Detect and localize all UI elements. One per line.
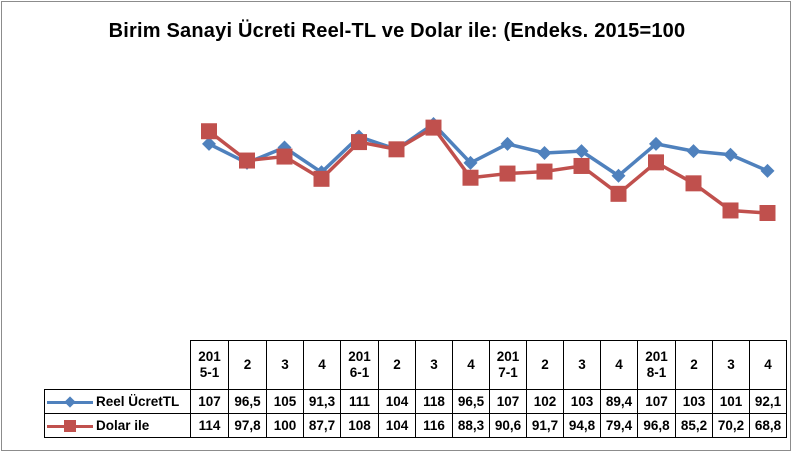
value-cell-reel: 102 bbox=[526, 389, 564, 414]
data-table: 201 5-1 2 3 4 201 6-1 2 3 4 201 7-1 2 3 4 201 8-1 2 3 4 Ree… bbox=[44, 340, 787, 438]
point-dolar-15 bbox=[722, 202, 739, 219]
value-cell-dolar: 90,6 bbox=[489, 413, 527, 438]
point-dolar-12 bbox=[610, 185, 627, 202]
value-cell-reel: 91,3 bbox=[303, 389, 341, 414]
category-label: 3 bbox=[563, 340, 601, 390]
value-cell-reel: 118 bbox=[415, 389, 453, 414]
value-cell-dolar: 114 bbox=[190, 413, 229, 438]
value-cell-dolar: 88,3 bbox=[452, 413, 490, 438]
legend-entry-dolar: Dolar ile bbox=[44, 413, 191, 438]
value-cell-reel: 104 bbox=[378, 389, 416, 414]
point-reel-1 bbox=[202, 136, 216, 151]
value-cell-reel: 103 bbox=[675, 389, 713, 414]
point-reel-13 bbox=[649, 136, 663, 151]
data-table-header-row: 201 5-1 2 3 4 201 6-1 2 3 4 201 7-1 2 3 4 201 8-1 2 3 4 bbox=[45, 340, 787, 390]
point-reel-10 bbox=[537, 145, 552, 160]
value-cell-reel: 107 bbox=[637, 389, 676, 414]
category-label: 2 bbox=[378, 340, 416, 390]
point-dolar-16 bbox=[759, 205, 776, 221]
point-reel-8 bbox=[463, 155, 478, 170]
value-cell-reel: 96,5 bbox=[228, 389, 267, 414]
point-dolar-11 bbox=[573, 157, 590, 174]
category-label: 201 7-1 bbox=[489, 340, 527, 390]
point-dolar-13 bbox=[648, 154, 664, 171]
category-label: 4 bbox=[452, 340, 490, 390]
point-dolar-4 bbox=[313, 170, 330, 187]
legend-key-dolar bbox=[47, 420, 93, 433]
category-label: 2 bbox=[675, 340, 713, 390]
data-row-reel: Reel ÜcretTL 107 96,5 105 91,3 111 104 118 96,5 1… bbox=[44, 389, 787, 414]
value-cell-dolar: 116 bbox=[415, 413, 453, 438]
point-reel-14 bbox=[686, 144, 701, 159]
point-dolar-5 bbox=[351, 134, 367, 151]
series-line-dolar bbox=[207, 125, 768, 215]
point-dolar-1 bbox=[201, 123, 217, 140]
point-dolar-2 bbox=[239, 152, 255, 169]
category-label: 2 bbox=[228, 340, 267, 390]
category-label: 4 bbox=[600, 340, 638, 390]
chart-title: Birim Sanayi Ücreti Reel-TL ve Dolar ile… bbox=[108, 20, 686, 42]
point-reel-11 bbox=[574, 144, 589, 159]
value-cell-reel: 107 bbox=[190, 389, 229, 414]
value-cell-reel: 103 bbox=[563, 389, 601, 414]
data-row-dolar: Dolar ile 114 97,8 100 87,7 108 104 116 88,3 90,6… bbox=[44, 413, 787, 438]
value-cell-reel: 101 bbox=[712, 389, 750, 414]
category-label: 201 6-1 bbox=[340, 340, 379, 390]
category-label: 3 bbox=[712, 340, 750, 390]
category-label: 201 8-1 bbox=[637, 340, 676, 390]
point-dolar-6 bbox=[388, 141, 405, 158]
point-reel-12 bbox=[611, 168, 626, 183]
data-table-corner bbox=[45, 341, 191, 390]
value-cell-dolar: 79,4 bbox=[600, 413, 638, 438]
value-cell-dolar: 70,2 bbox=[712, 413, 750, 438]
point-dolar-14 bbox=[685, 175, 702, 192]
value-cell-dolar: 96,8 bbox=[637, 413, 676, 438]
point-reel-15 bbox=[723, 147, 738, 162]
value-cell-reel: 89,4 bbox=[600, 389, 638, 414]
point-dolar-8 bbox=[462, 169, 479, 186]
value-cell-dolar: 68,8 bbox=[749, 413, 787, 438]
point-dolar-9 bbox=[499, 165, 516, 182]
series-line-reel bbox=[208, 122, 769, 178]
point-reel-9 bbox=[500, 136, 515, 151]
legend-key-reel bbox=[47, 396, 93, 409]
category-label: 3 bbox=[415, 340, 453, 390]
value-cell-dolar: 97,8 bbox=[228, 413, 267, 438]
value-cell-dolar: 87,7 bbox=[303, 413, 341, 438]
value-cell-dolar: 91,7 bbox=[526, 413, 564, 438]
point-dolar-3 bbox=[276, 148, 293, 165]
value-cell-dolar: 104 bbox=[378, 413, 416, 438]
value-cell-reel: 107 bbox=[489, 389, 527, 414]
category-label: 4 bbox=[749, 340, 787, 390]
category-label: 3 bbox=[266, 340, 304, 390]
legend-entry-reel: Reel ÜcretTL bbox=[44, 389, 191, 414]
value-cell-dolar: 94,8 bbox=[563, 413, 601, 438]
value-cell-dolar: 85,2 bbox=[675, 413, 713, 438]
category-label: 201 5-1 bbox=[190, 340, 229, 390]
point-reel-16 bbox=[760, 163, 775, 178]
value-cell-reel: 92,1 bbox=[749, 389, 787, 414]
legend-label-reel: Reel ÜcretTL bbox=[96, 394, 180, 409]
value-cell-reel: 96,5 bbox=[452, 389, 490, 414]
point-dolar-10 bbox=[536, 163, 553, 180]
value-cell-dolar: 108 bbox=[340, 413, 379, 438]
category-label: 2 bbox=[526, 340, 564, 390]
category-label: 4 bbox=[303, 340, 341, 390]
point-dolar-7 bbox=[425, 119, 442, 136]
value-cell-dolar: 100 bbox=[266, 413, 304, 438]
value-cell-reel: 105 bbox=[266, 389, 304, 414]
value-cell-reel: 111 bbox=[340, 389, 379, 414]
legend-label-dolar: Dolar ile bbox=[96, 418, 150, 433]
